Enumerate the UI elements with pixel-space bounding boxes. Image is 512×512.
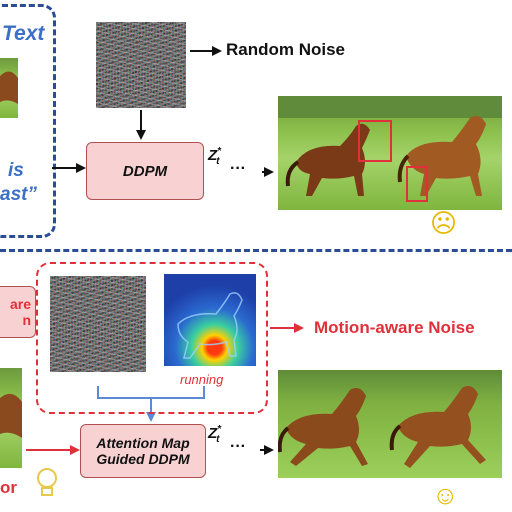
motion-aware-noise-label: Motion-aware Noise <box>314 318 475 338</box>
lightbulb-shape <box>34 466 60 500</box>
output-frame-bottom-1 <box>278 370 388 478</box>
output-frame-top-1 <box>278 96 396 210</box>
zt-sub: t <box>216 434 219 445</box>
artifact-highlight-2 <box>406 166 428 202</box>
guided-ddpm-line1: Attention Map <box>96 435 189 451</box>
attention-map-image <box>164 274 256 366</box>
guided-ddpm-box: Attention Map Guided DDPM <box>80 424 206 478</box>
bottom-left-fragment: or <box>0 478 17 498</box>
attention-map-label: running <box>180 372 223 387</box>
zt-sub: t <box>216 156 219 167</box>
panel-separator <box>0 249 512 252</box>
horse-icon <box>388 370 502 478</box>
horse-icon <box>278 370 388 478</box>
sad-face-icon: ☹ <box>430 210 457 236</box>
ddpm-box: DDPM <box>86 142 204 200</box>
output-frame-bottom-2 <box>388 370 502 478</box>
zt-symbol-top: Z*t <box>208 146 219 167</box>
motion-noise-image <box>50 276 146 372</box>
output-frame-top-2 <box>396 96 502 210</box>
random-noise-label: Random Noise <box>226 40 345 60</box>
zt-symbol-bottom: Z*t <box>208 424 219 445</box>
motion-prompt-line1: are <box>10 296 31 312</box>
motion-prompt-box: are n <box>0 286 36 338</box>
guided-ddpm-line2: Guided DDPM <box>96 451 189 467</box>
lightbulb-icon <box>34 466 60 507</box>
happy-face-icon: ☺ <box>432 482 459 508</box>
input-horse-image-crop-bottom <box>0 368 22 468</box>
horse-crop-icon <box>0 368 22 468</box>
ellipsis-top: ··· <box>230 160 246 178</box>
ellipsis-bottom: ··· <box>230 438 246 456</box>
artifact-highlight-1 <box>358 120 392 162</box>
horse-silhouette-icon <box>164 274 256 366</box>
motion-prompt-line2: n <box>22 312 31 328</box>
